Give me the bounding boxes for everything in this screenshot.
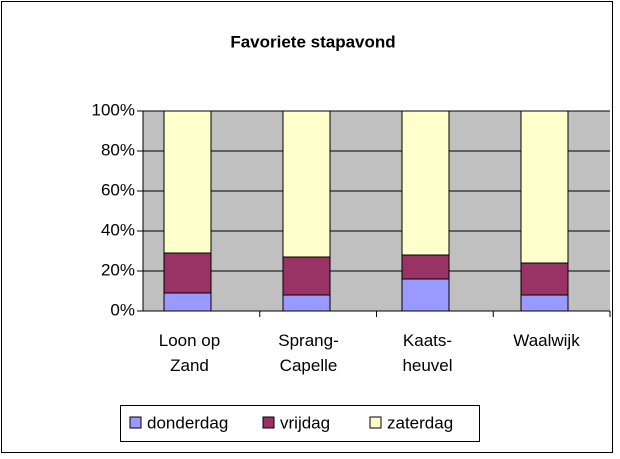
bar-segment [282, 256, 331, 296]
bar-segment [401, 254, 450, 280]
bar-segment [282, 110, 331, 258]
bar-segment [163, 252, 212, 294]
y-tick-label: 100% [92, 100, 135, 119]
bar-segment [163, 292, 212, 312]
y-tick-label: 60% [101, 180, 135, 199]
bar-segment [520, 294, 569, 312]
y-tick-label: 20% [101, 260, 135, 279]
legend-label: donderdag [147, 413, 228, 432]
x-tick-label: Waalwijk [513, 331, 580, 350]
x-tick-label: Kaats-heuvel [402, 331, 453, 375]
x-tick-label: Loon op Zand [158, 331, 221, 375]
bar-segment [282, 294, 331, 312]
bar-segment [163, 110, 212, 254]
y-tick-label: 80% [101, 140, 135, 159]
bar-segment [401, 278, 450, 312]
legend-label: zaterdag [387, 413, 453, 432]
bar-segment [520, 110, 569, 264]
bar-segment [520, 262, 569, 296]
legend-swatch [369, 416, 382, 429]
y-tick-label: 0% [110, 300, 135, 319]
chart-title: Favoriete stapavond [230, 32, 395, 51]
x-tick-label: Sprang-Capelle [278, 331, 339, 375]
bar-segment [401, 110, 450, 256]
legend-swatch [129, 416, 142, 429]
legend-label: vrijdag [280, 413, 330, 432]
legend-swatch [262, 416, 275, 429]
y-tick-label: 40% [101, 220, 135, 239]
legend-box [120, 405, 480, 442]
